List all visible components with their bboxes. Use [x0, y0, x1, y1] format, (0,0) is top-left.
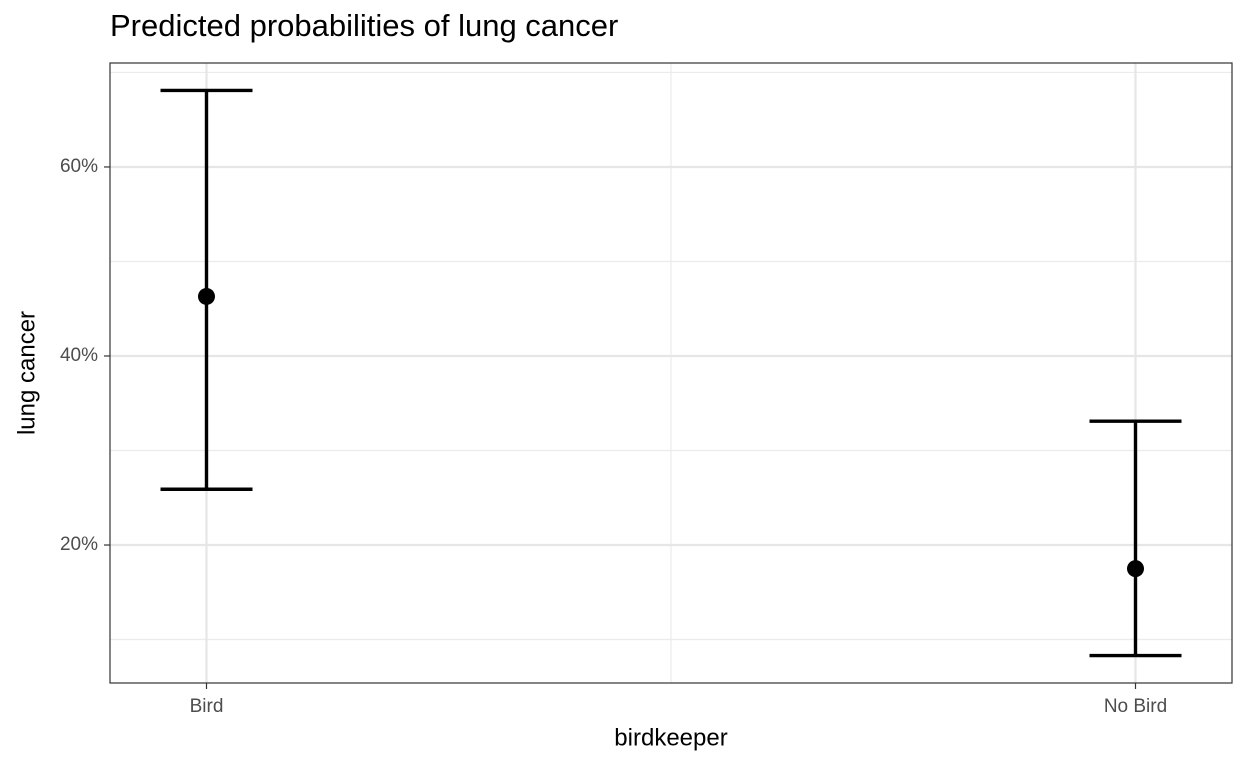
plot-border	[109, 62, 1233, 684]
x-tick-label: No Bird	[1104, 696, 1167, 717]
chart-title: Predicted probabilities of lung cancer	[110, 8, 618, 43]
x-axis-title: birdkeeper	[614, 724, 727, 751]
y-tick-label: 20%	[60, 534, 98, 555]
x-tick-label: Bird	[190, 696, 224, 717]
y-tick-label: 40%	[60, 345, 98, 366]
y-axis-title: lung cancer	[13, 311, 40, 435]
point	[198, 287, 215, 305]
point	[1127, 560, 1144, 578]
marks	[160, 88, 1182, 658]
y-tick-label: 60%	[60, 156, 98, 177]
